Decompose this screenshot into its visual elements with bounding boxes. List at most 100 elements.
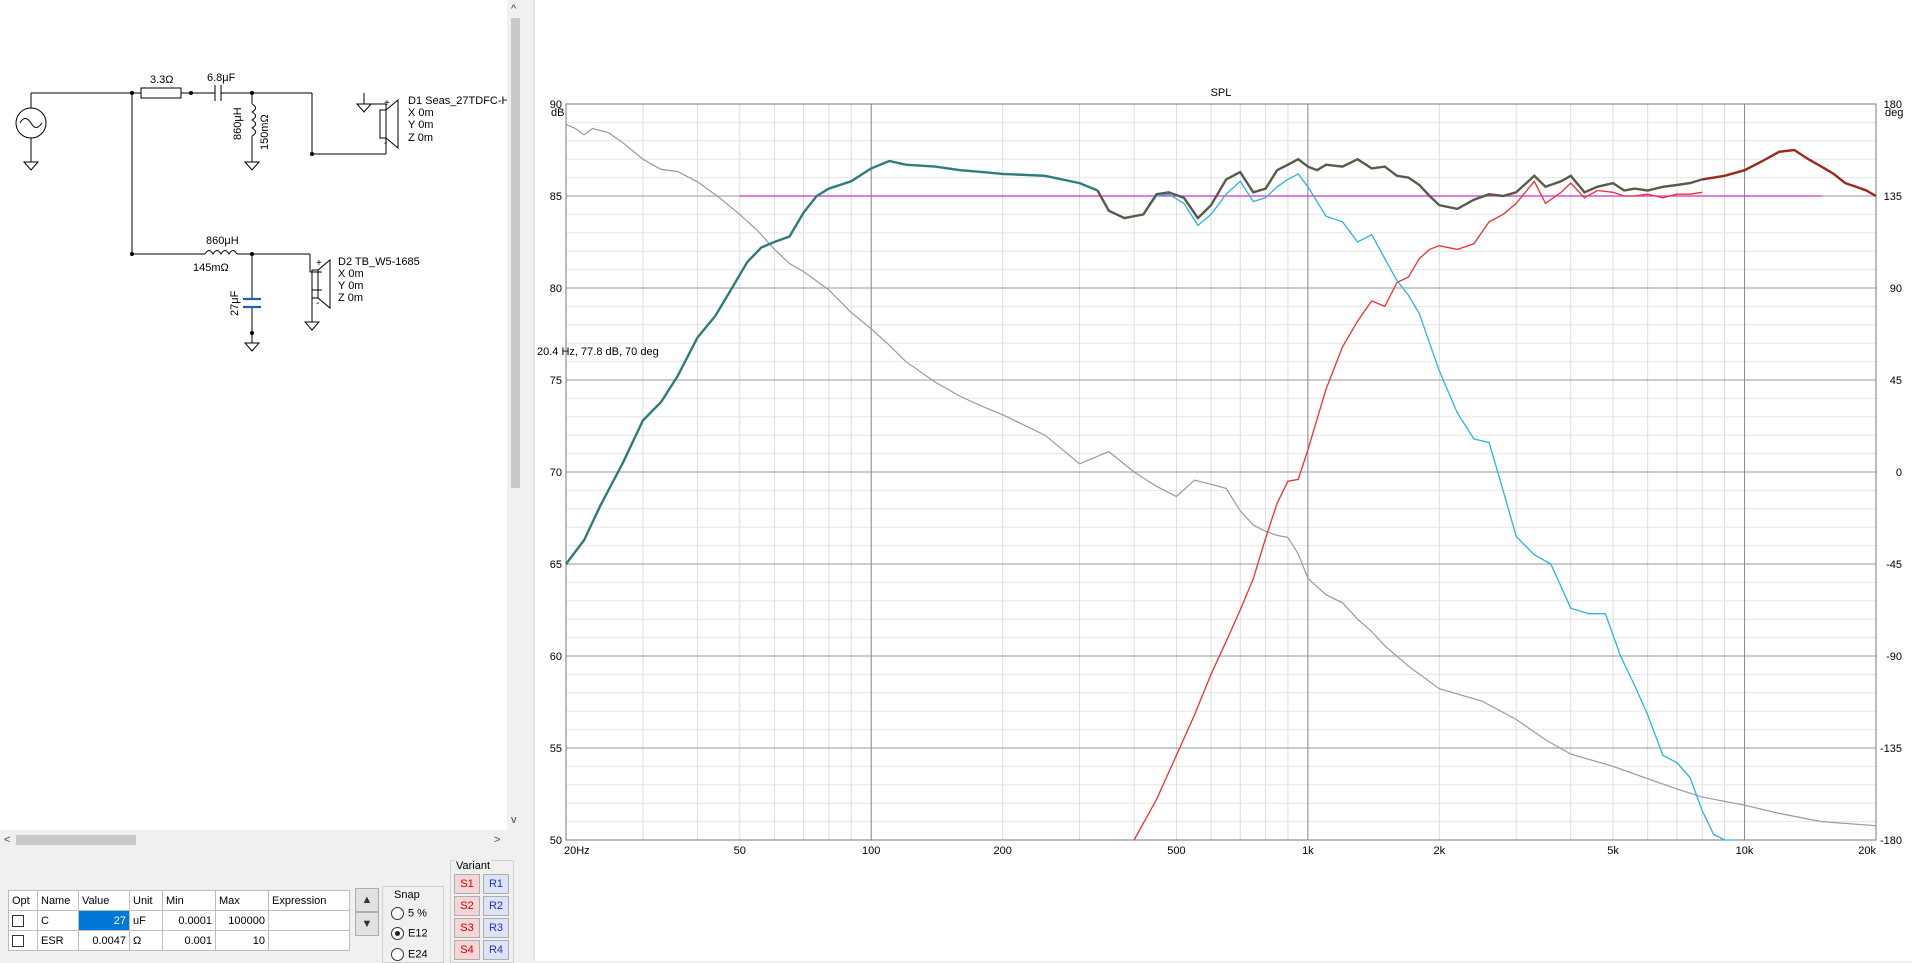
col-min: Min	[162, 890, 216, 911]
y2-tick-label: 180	[1884, 99, 1902, 111]
expression-cell[interactable]	[268, 910, 350, 931]
y-tick-label: 60	[550, 651, 562, 663]
max-cell[interactable]: 10	[215, 930, 269, 951]
x-tick-label: 2k	[1434, 845, 1446, 857]
r1-label: 3.3Ω	[150, 74, 174, 86]
l1-esr-label: 150mΩ	[259, 114, 271, 150]
tweeter-speaker-symbol[interactable]	[379, 109, 387, 139]
col-max: Max	[215, 890, 269, 911]
max-cell[interactable]: 100000	[215, 910, 269, 931]
x-tick-label: 20k	[1858, 845, 1876, 857]
variant-r1-button[interactable]: R1	[483, 874, 509, 894]
col-value: Value	[78, 890, 130, 911]
spl-chart[interactable]: 20Hz 50 100 200 500 1k 2k 5k 10k 20k5055606570758…	[535, 0, 1912, 961]
name-cell: C	[37, 910, 79, 931]
woofer-speaker-symbol[interactable]	[311, 269, 319, 299]
decrement-button[interactable]: ▼	[355, 912, 379, 936]
y2-axis-unit: deg	[1885, 107, 1903, 119]
c1-label: 6.8μF	[207, 72, 236, 84]
cursor-readout: 20.4 Hz, 77.8 dB, 70 deg	[537, 346, 659, 358]
l1-label: 860μH	[232, 107, 244, 140]
schematic-diagram[interactable]: 3.3Ω 6.8μF 860μH 150mΩ D1 Seas_27TDFC-H …	[0, 0, 507, 830]
scroll-right-icon[interactable]: >	[494, 834, 501, 846]
chart-title: SPL	[1211, 87, 1232, 99]
table-row[interactable]: C 27 uF 0.0001 100000	[8, 910, 350, 931]
y2-tick-label: 135	[1884, 191, 1902, 203]
tweeter-response-curve	[1133, 180, 1703, 841]
variant-group: Variant S1 R1 S2 R2 S3 R3 S4 R4	[450, 860, 514, 963]
x-tick-label: 20Hz	[564, 845, 590, 857]
scroll-down-icon[interactable]: v	[511, 814, 517, 826]
table-row[interactable]: ESR 0.0047 Ω 0.001 10	[8, 930, 350, 951]
col-name: Name	[37, 890, 79, 911]
variant-s2-button[interactable]: S2	[454, 896, 480, 916]
x-tick-label: 100	[862, 845, 880, 857]
d1-y: Y 0m	[408, 119, 433, 131]
resistor-r1[interactable]	[140, 87, 182, 99]
y2-tick-label: -45	[1886, 559, 1902, 571]
pane-splitter[interactable]	[533, 0, 535, 961]
schematic-horizontal-scrollbar[interactable]: < >	[0, 830, 507, 850]
inductor-l1[interactable]	[250, 103, 256, 137]
parameter-table[interactable]: Opt Name Value Unit Min Max Expression C…	[8, 890, 350, 951]
x-tick-label: 200	[993, 845, 1011, 857]
snap-option-5pct[interactable]: 5 %	[391, 907, 427, 920]
expression-cell[interactable]	[268, 930, 350, 951]
col-opt: Opt	[8, 890, 38, 911]
variant-r2-button[interactable]: R2	[483, 896, 509, 916]
vertical-scroll-thumb[interactable]	[511, 18, 520, 488]
optimize-checkbox[interactable]	[12, 934, 24, 947]
opt-cell[interactable]	[8, 910, 38, 931]
value-cell[interactable]: 0.0047	[78, 930, 130, 951]
schematic-vertical-scrollbar[interactable]: ^ v	[507, 0, 524, 830]
optimize-checkbox[interactable]	[12, 914, 24, 927]
scroll-up-icon[interactable]: ^	[511, 3, 517, 15]
unit-cell: Ω	[129, 930, 163, 951]
y-tick-label: 80	[550, 283, 562, 295]
y-tick-label: 70	[550, 467, 562, 479]
x-tick-label: 500	[1167, 845, 1185, 857]
d1-x: X 0m	[408, 107, 434, 119]
y2-tick-label: -180	[1880, 835, 1902, 847]
name-cell: ESR	[37, 930, 79, 951]
woofer-response-curve	[1097, 173, 1735, 841]
snap-option-e12[interactable]: E12	[391, 927, 428, 940]
d2-minus: -	[316, 298, 319, 309]
d2-plus: +	[316, 258, 322, 269]
radio-selected-icon[interactable]	[391, 927, 404, 940]
value-cell[interactable]: 27	[78, 910, 130, 931]
variant-s1-button[interactable]: S1	[454, 874, 480, 894]
l2-esr-label: 145mΩ	[193, 262, 229, 274]
variant-r4-button[interactable]: R4	[483, 940, 509, 960]
d1-name: D1 Seas_27TDFC-H	[408, 95, 507, 107]
opt-cell[interactable]	[8, 930, 38, 951]
horizontal-scroll-thumb[interactable]	[16, 835, 136, 845]
snap-option-e24[interactable]: E24	[391, 948, 428, 961]
arrow-up-icon: ▲	[361, 894, 373, 906]
graph-pane: 20Hz 50 100 200 500 1k 2k 5k 10k 20k 50 55 60 65 70 75 8…	[535, 0, 1912, 961]
d2-y: Y 0m	[338, 280, 363, 292]
y2-tick-label: 45	[1890, 375, 1902, 387]
d1-plus: +	[384, 98, 390, 109]
scroll-left-icon[interactable]: <	[4, 834, 11, 846]
col-expression: Expression	[268, 890, 350, 911]
combined-response-curve-mid	[1096, 157, 1703, 220]
y-tick-label: 55	[550, 743, 562, 755]
d2-name: D2 TB_W5-1685	[338, 256, 420, 268]
x-tick-label: 10k	[1736, 845, 1754, 857]
variant-s4-button[interactable]: S4	[454, 940, 480, 960]
min-cell[interactable]: 0.001	[162, 930, 216, 951]
min-cell[interactable]: 0.0001	[162, 910, 216, 931]
x-tick-label: 1k	[1302, 845, 1314, 857]
radio-icon[interactable]	[391, 907, 404, 920]
radio-icon[interactable]	[391, 948, 404, 961]
variant-s3-button[interactable]: S3	[454, 918, 480, 938]
schematic-canvas[interactable]: 3.3Ω 6.8μF 860μH 150mΩ D1 Seas_27TDFC-H …	[0, 0, 507, 830]
inductor-l2[interactable]	[204, 250, 238, 256]
snap-group: Snap 5 % E12 E24	[382, 886, 444, 963]
d2-z: Z 0m	[338, 292, 363, 304]
y-tick-label: 65	[550, 559, 562, 571]
variant-r3-button[interactable]: R3	[483, 918, 509, 938]
increment-button[interactable]: ▲	[355, 888, 379, 912]
d2-x: X 0m	[338, 268, 364, 280]
